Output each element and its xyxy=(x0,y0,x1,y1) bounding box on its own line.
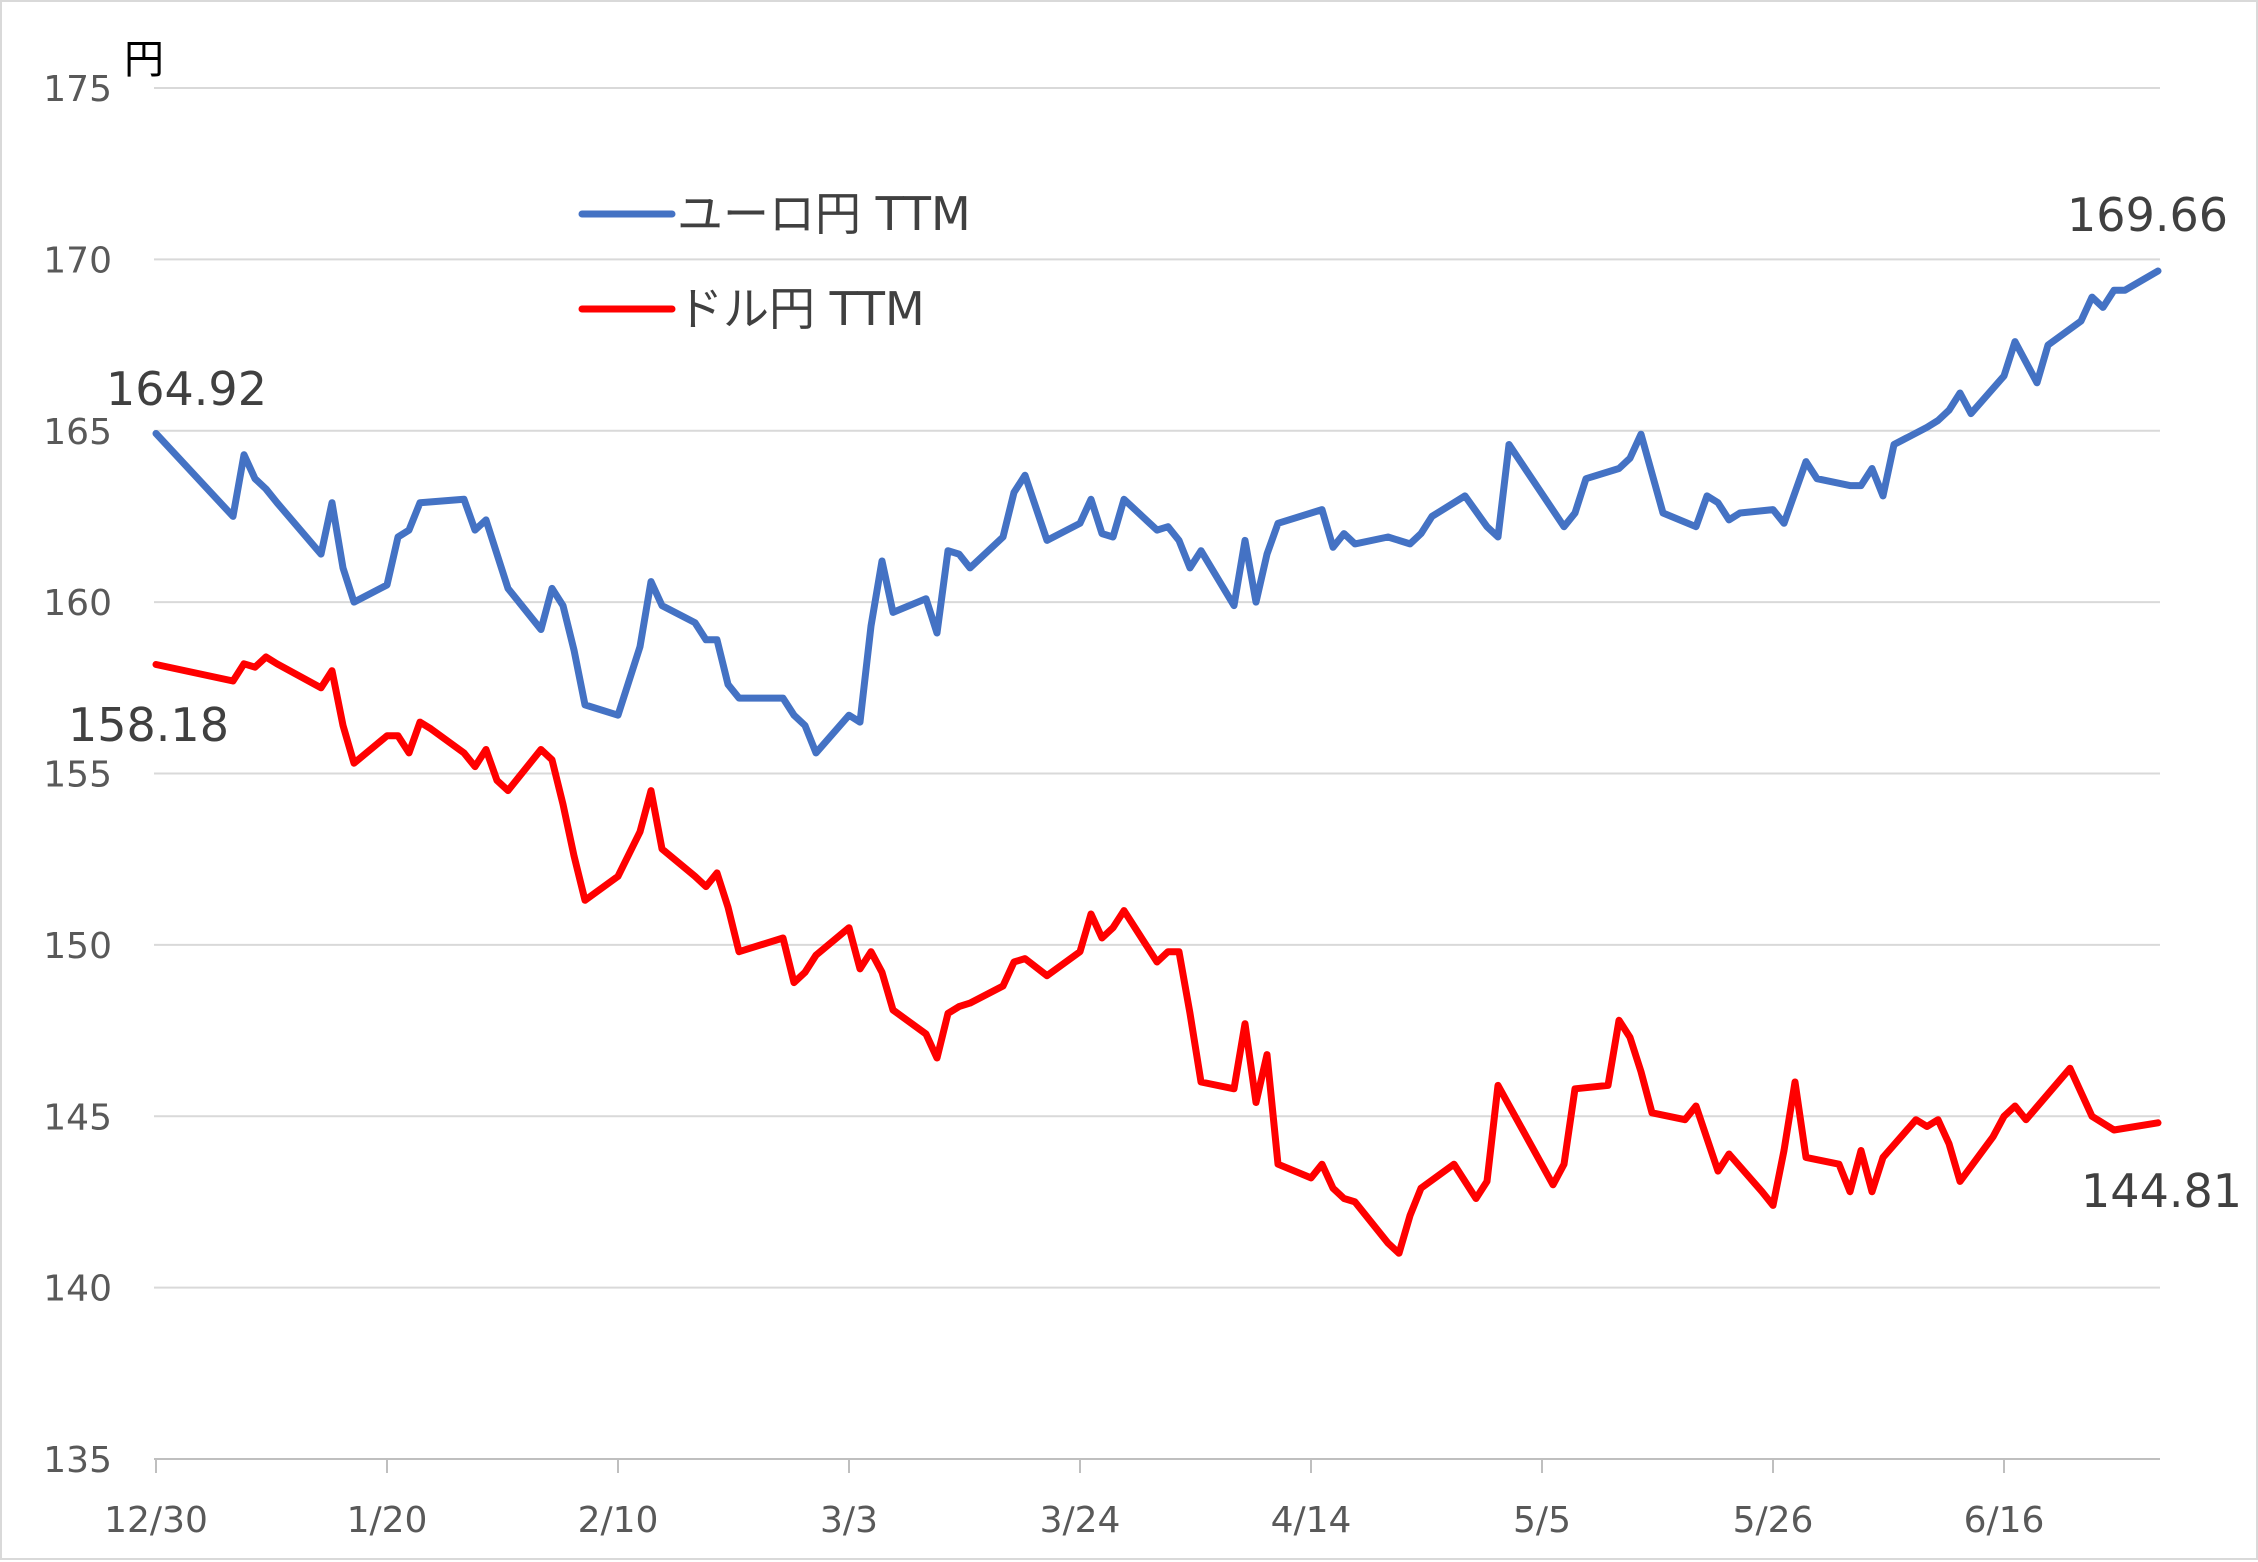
data-label-usd-start: 158.18 xyxy=(68,698,229,752)
x-tick-label: 4/14 xyxy=(1271,1500,1352,1541)
data-label-eur-end: 169.66 xyxy=(2067,188,2228,242)
y-tick-label: 170 xyxy=(43,240,112,281)
x-tick-label: 5/26 xyxy=(1733,1500,1814,1541)
y-tick-label: 150 xyxy=(43,926,112,967)
legend: ユーロ円 TTM ドル円 TTM xyxy=(578,187,971,336)
series-lines xyxy=(152,267,2162,1257)
data-label-eur-start: 164.92 xyxy=(106,362,267,416)
y-unit-label: 円 xyxy=(124,37,164,83)
x-tick-label: 6/16 xyxy=(1964,1500,2045,1541)
y-tick-label: 165 xyxy=(43,412,112,453)
legend-label-eur: ユーロ円 TTM xyxy=(677,187,971,241)
y-tick-label: 175 xyxy=(43,69,112,110)
x-tick-label: 1/20 xyxy=(347,1500,428,1541)
x-tick-label: 12/30 xyxy=(104,1500,208,1541)
x-tick-label: 3/3 xyxy=(820,1500,878,1541)
series-line-usd xyxy=(152,653,2162,1257)
data-label-usd-end: 144.81 xyxy=(2081,1164,2242,1218)
legend-label-usd: ドル円 TTM xyxy=(677,282,925,336)
y-tick-label: 140 xyxy=(43,1269,112,1310)
y-tick-label: 145 xyxy=(43,1097,112,1138)
x-tick-label: 3/24 xyxy=(1040,1500,1121,1541)
y-axis-ticks: 135 140 145 150 155 160 165 170 175 xyxy=(43,69,112,1481)
y-tick-label: 135 xyxy=(43,1440,112,1481)
gridlines xyxy=(154,87,2160,1289)
x-axis: 12/30 1/20 2/10 3/3 3/24 4/14 5/5 5/26 6/16 xyxy=(104,1458,2160,1541)
data-labels: 164.92 169.66 158.18 144.81 xyxy=(68,188,2242,1218)
series-line-eur xyxy=(152,267,2162,757)
x-tick-label: 2/10 xyxy=(578,1500,659,1541)
y-tick-label: 155 xyxy=(43,755,112,796)
x-tick-label: 5/5 xyxy=(1513,1500,1571,1541)
y-tick-label: 160 xyxy=(43,583,112,624)
